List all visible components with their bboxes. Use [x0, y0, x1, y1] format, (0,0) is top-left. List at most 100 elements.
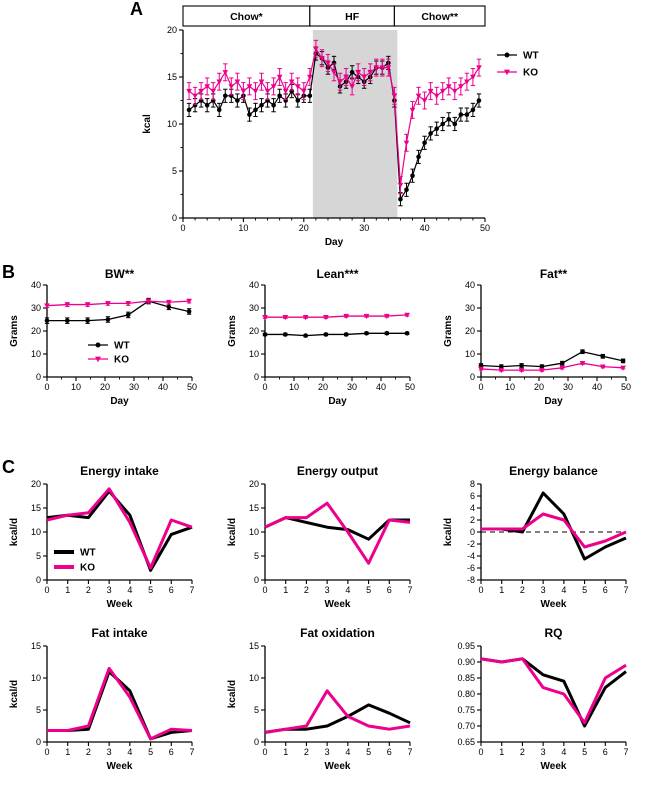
svg-text:Fat oxidation: Fat oxidation — [300, 626, 375, 640]
svg-text:5: 5 — [582, 585, 587, 595]
svg-text:0: 0 — [36, 575, 41, 585]
svg-text:4: 4 — [345, 747, 350, 757]
svg-text:KO: KO — [523, 68, 538, 79]
svg-text:1: 1 — [65, 747, 70, 757]
svg-text:6: 6 — [603, 747, 608, 757]
svg-text:5: 5 — [366, 747, 371, 757]
chart-fat-oxidation: 0 1 2 3 4 5 6 7 0 5 10 15 Fat oxidation Week kcal/d — [227, 626, 413, 772]
svg-text:7: 7 — [189, 747, 194, 757]
svg-text:0: 0 — [254, 575, 259, 585]
svg-text:15: 15 — [249, 641, 259, 651]
svg-text:6: 6 — [169, 585, 174, 595]
svg-text:2: 2 — [86, 585, 91, 595]
svg-text:Fat**: Fat** — [540, 267, 568, 281]
series-KO — [262, 312, 410, 321]
svg-text:BW**: BW** — [105, 267, 135, 281]
svg-text:Chow*: Chow* — [230, 11, 264, 23]
svg-text:Day: Day — [328, 396, 347, 407]
svg-text:20: 20 — [100, 382, 110, 392]
svg-text:7: 7 — [407, 747, 412, 757]
svg-text:kcal/d: kcal/d — [443, 518, 454, 546]
svg-text:10: 10 — [465, 349, 475, 359]
series-KO — [480, 657, 627, 725]
hf-shaded-region — [312, 30, 398, 218]
svg-text:30: 30 — [563, 382, 573, 392]
svg-text:15: 15 — [249, 503, 259, 513]
svg-text:10: 10 — [167, 119, 177, 129]
svg-text:2: 2 — [304, 747, 309, 757]
svg-text:WT: WT — [114, 341, 130, 352]
series-WT — [481, 491, 627, 561]
series-WT — [478, 349, 626, 369]
svg-text:10: 10 — [31, 349, 41, 359]
svg-text:50: 50 — [405, 382, 415, 392]
svg-text:kcal/d: kcal/d — [9, 518, 20, 546]
svg-text:Chow**: Chow** — [421, 11, 459, 23]
svg-text:1: 1 — [499, 585, 504, 595]
svg-text:KO: KO — [114, 355, 129, 366]
svg-text:5: 5 — [148, 747, 153, 757]
svg-text:3: 3 — [325, 747, 330, 757]
svg-text:5: 5 — [36, 705, 41, 715]
svg-text:Grams: Grams — [443, 315, 454, 347]
svg-text:kcal/d: kcal/d — [227, 518, 238, 546]
svg-text:RQ: RQ — [545, 626, 563, 640]
svg-text:2: 2 — [86, 747, 91, 757]
svg-text:40: 40 — [420, 223, 430, 233]
svg-text:30: 30 — [129, 382, 139, 392]
svg-text:30: 30 — [359, 223, 369, 233]
svg-text:0.75: 0.75 — [457, 705, 475, 715]
panel-a-label: A — [130, 0, 143, 19]
svg-text:Week: Week — [541, 761, 567, 772]
svg-text:20: 20 — [318, 382, 328, 392]
svg-text:20: 20 — [299, 223, 309, 233]
svg-text:Energy balance: Energy balance — [509, 464, 598, 478]
svg-text:10: 10 — [31, 527, 41, 537]
svg-text:0: 0 — [44, 585, 49, 595]
svg-text:20: 20 — [534, 382, 544, 392]
chart-lean-mass: 0 10 20 30 40 50 0 10 20 30 40 Lean*** Day Grams — [227, 267, 415, 407]
svg-text:5: 5 — [254, 705, 259, 715]
series-WT — [480, 657, 627, 728]
svg-text:0.85: 0.85 — [457, 673, 475, 683]
svg-text:40: 40 — [158, 382, 168, 392]
chart-fat-mass: 0 10 20 30 40 50 0 10 20 30 40 Fat** Day Grams — [443, 267, 631, 407]
svg-text:7: 7 — [407, 585, 412, 595]
svg-text:0.90: 0.90 — [457, 657, 475, 667]
series-WT — [44, 297, 192, 324]
svg-text:7: 7 — [189, 585, 194, 595]
svg-text:10: 10 — [71, 382, 81, 392]
svg-text:Week: Week — [107, 761, 133, 772]
series-KO — [44, 298, 192, 309]
svg-text:2: 2 — [520, 747, 525, 757]
svg-text:WT: WT — [523, 51, 539, 62]
svg-text:6: 6 — [169, 747, 174, 757]
svg-text:KO: KO — [80, 563, 95, 574]
svg-text:5: 5 — [36, 551, 41, 561]
svg-text:0: 0 — [254, 737, 259, 747]
chart-bodyweight: 0 10 20 30 40 50 0 10 20 30 40 WT KO BW** Day Grams — [9, 267, 197, 407]
svg-text:0: 0 — [478, 585, 483, 595]
svg-text:30: 30 — [347, 382, 357, 392]
svg-text:5: 5 — [172, 166, 177, 176]
svg-text:0: 0 — [478, 747, 483, 757]
svg-text:30: 30 — [249, 303, 259, 313]
svg-text:3: 3 — [325, 585, 330, 595]
svg-text:50: 50 — [621, 382, 631, 392]
svg-text:kcal/d: kcal/d — [9, 680, 20, 708]
svg-text:0: 0 — [44, 747, 49, 757]
series-KO — [264, 501, 411, 565]
svg-text:40: 40 — [249, 280, 259, 290]
svg-text:3: 3 — [541, 585, 546, 595]
series-KO — [264, 689, 411, 734]
svg-text:0.80: 0.80 — [457, 689, 475, 699]
svg-text:0: 0 — [470, 372, 475, 382]
svg-text:Week: Week — [325, 761, 351, 772]
svg-text:Day: Day — [110, 396, 129, 407]
svg-text:6: 6 — [603, 585, 608, 595]
svg-text:WT: WT — [80, 548, 96, 559]
series-KO — [46, 487, 193, 570]
svg-text:10: 10 — [249, 673, 259, 683]
svg-text:20: 20 — [167, 25, 177, 35]
svg-text:Lean***: Lean*** — [316, 267, 358, 281]
